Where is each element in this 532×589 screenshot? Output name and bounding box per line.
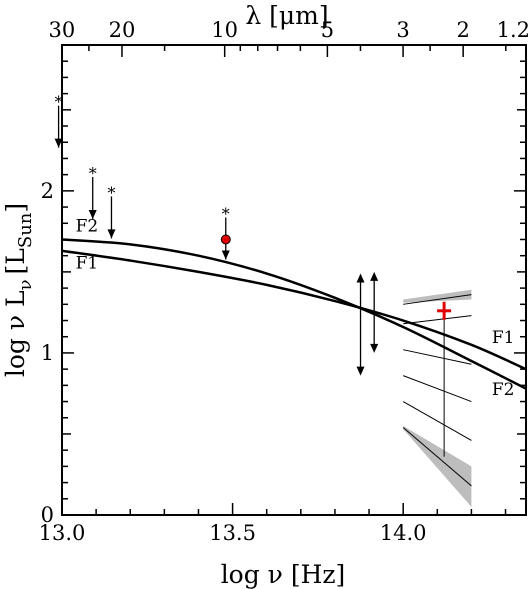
x-axis-label: log ν [Hz] [221, 560, 346, 589]
y-axis-label-unit-open: [L [1, 248, 30, 274]
upper-limit-arrowhead [221, 250, 230, 260]
hatch-line [403, 294, 472, 305]
y-axis-label-main: log ν L [1, 290, 30, 377]
plot-frame [61, 44, 527, 516]
range-arrowhead-down [370, 343, 379, 353]
top-tick-label: 10 [211, 18, 238, 42]
series-labels: F2 F1 F1 F2 [76, 216, 515, 400]
upper-limit-star: * [55, 93, 63, 112]
series-line-f1 [61, 249, 527, 371]
y-axis-label-unit-close: ] [1, 203, 30, 213]
axis-tick-labels: 13.0 13.5 14.0 0 1 2 30 20 10 5 3 2 1.2 [39, 18, 530, 545]
shaded-band [403, 289, 472, 303]
upper-limit-star: * [222, 204, 230, 223]
series-label: F2 [492, 380, 515, 400]
hatch-line [402, 375, 472, 403]
top-tick-label: 1.2 [497, 18, 530, 42]
upper-limit-star: * [89, 164, 97, 183]
top-tick-label: 3 [396, 18, 409, 42]
series-label: F1 [76, 254, 99, 274]
shaded-bands [403, 289, 472, 507]
shaded-band [403, 425, 472, 507]
top-tick-label: 2 [456, 18, 469, 42]
series-line-f2 [61, 238, 527, 390]
hatch-line [402, 427, 472, 487]
hatch-line [403, 349, 472, 365]
axis-ticks [61, 44, 526, 516]
x-tick-label: 13.5 [209, 521, 256, 545]
top-tick-label: 5 [321, 18, 334, 42]
y-tick-label: 1 [41, 341, 54, 365]
upper-limit-arrowhead [88, 209, 97, 219]
range-arrowhead-down [356, 366, 365, 376]
top-axis-label: λ [μm] [245, 1, 328, 30]
y-axis-label-unit-sub: Sun [15, 212, 36, 248]
top-tick-label: 20 [109, 18, 136, 42]
x-tick-label: 13.0 [39, 521, 86, 545]
detection-point [220, 234, 231, 245]
hatched-lines [402, 294, 472, 487]
hatch-line [403, 315, 472, 325]
y-tick-label: 0 [41, 503, 54, 527]
series-label: F1 [492, 328, 515, 348]
hatch-line [402, 401, 472, 441]
y-tick-label: 2 [41, 179, 54, 203]
range-arrowhead-up [370, 271, 379, 281]
data-markers: * * * * [54, 93, 452, 376]
upper-limit-arrowhead [54, 138, 63, 148]
range-arrowhead-up [356, 273, 365, 283]
y-axis-label-sub: ν [15, 279, 36, 290]
top-tick-label: 30 [49, 18, 76, 42]
x-tick-label: 14.0 [380, 521, 427, 545]
series-label: F2 [76, 216, 99, 236]
upper-limit-arrowhead [107, 229, 116, 239]
model-curves [61, 238, 527, 390]
upper-limit-star: * [107, 183, 115, 202]
y-axis-label: log ν Lν [LSun] [1, 203, 36, 377]
